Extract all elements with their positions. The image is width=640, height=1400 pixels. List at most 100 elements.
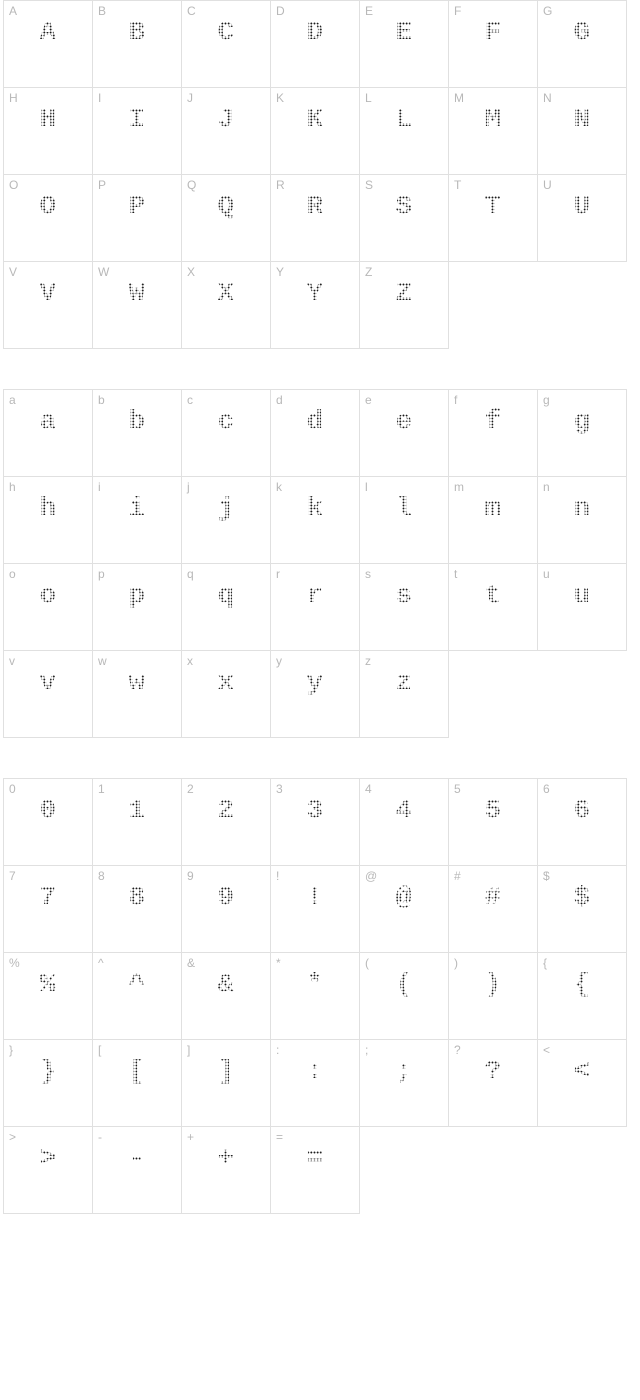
glyph-cell[interactable]: MM [449, 88, 538, 175]
glyph-cell[interactable]: AA [4, 1, 93, 88]
glyph-cell[interactable]: && [182, 953, 271, 1040]
glyph-cell[interactable]: nn [538, 477, 627, 564]
glyph-cell[interactable]: ee [360, 390, 449, 477]
glyph-cell[interactable]: ^^ [93, 953, 182, 1040]
glyph-cell[interactable]: LL [360, 88, 449, 175]
glyph-cell[interactable]: tt [449, 564, 538, 651]
glyph-cell[interactable]: 88 [93, 866, 182, 953]
cell-label: l [365, 480, 368, 494]
glyph-cell[interactable]: DD [271, 1, 360, 88]
glyph: K [307, 106, 323, 132]
glyph-cell[interactable]: rr [271, 564, 360, 651]
glyph-cell[interactable]: kk [271, 477, 360, 564]
glyph-cell[interactable]: JJ [182, 88, 271, 175]
glyph-cell[interactable]: yy [271, 651, 360, 738]
glyph-cell[interactable]: cc [182, 390, 271, 477]
glyph-cell[interactable]: vv [4, 651, 93, 738]
glyph-cell[interactable]: }} [4, 1040, 93, 1127]
glyph-cell[interactable]: NN [538, 88, 627, 175]
glyph-cell[interactable]: qq [182, 564, 271, 651]
glyph-wrap: 0 [4, 797, 92, 823]
glyph-cell[interactable]: WW [93, 262, 182, 349]
glyph-wrap: Z [360, 280, 448, 306]
glyph-cell[interactable]: UU [538, 175, 627, 262]
glyph-cell[interactable]: KK [271, 88, 360, 175]
cell-label: G [543, 4, 552, 18]
glyph-cell[interactable]: $$ [538, 866, 627, 953]
glyph: o [40, 582, 56, 608]
glyph-cell[interactable]: PP [93, 175, 182, 262]
glyph-cell[interactable]: {{ [538, 953, 627, 1040]
glyph-cell[interactable]: << [538, 1040, 627, 1127]
glyph-cell[interactable]: 55 [449, 779, 538, 866]
glyph-cell[interactable]: XX [182, 262, 271, 349]
glyph-cell[interactable]: bb [93, 390, 182, 477]
glyph-cell[interactable]: 66 [538, 779, 627, 866]
glyph-cell[interactable]: GG [538, 1, 627, 88]
glyph-cell[interactable]: ff [449, 390, 538, 477]
glyph-cell[interactable]: FF [449, 1, 538, 88]
glyph-cell[interactable]: RR [271, 175, 360, 262]
cell-label: { [543, 956, 547, 970]
glyph-cell[interactable]: TT [449, 175, 538, 262]
glyph-cell[interactable]: ll [360, 477, 449, 564]
glyph-cell[interactable]: [[ [93, 1040, 182, 1127]
glyph-cell[interactable]: 11 [93, 779, 182, 866]
glyph-cell[interactable]: HH [4, 88, 93, 175]
glyph-cell[interactable]: ++ [182, 1127, 271, 1214]
glyph-cell[interactable]: ww [93, 651, 182, 738]
glyph-cell[interactable]: YY [271, 262, 360, 349]
glyph-cell[interactable]: uu [538, 564, 627, 651]
glyph-cell[interactable]: ii [93, 477, 182, 564]
glyph-cell[interactable]: (( [360, 953, 449, 1040]
glyph-cell[interactable]: zz [360, 651, 449, 738]
cell-label: n [543, 480, 550, 494]
glyph-cell[interactable]: == [271, 1127, 360, 1214]
glyph-cell[interactable]: SS [360, 175, 449, 262]
glyph-cell[interactable]: >> [4, 1127, 93, 1214]
cell-label: m [454, 480, 464, 494]
glyph-cell[interactable]: 22 [182, 779, 271, 866]
glyph-cell[interactable]: ]] [182, 1040, 271, 1127]
cell-label: K [276, 91, 284, 105]
glyph-cell[interactable]: 99 [182, 866, 271, 953]
glyph-cell[interactable]: aa [4, 390, 93, 477]
glyph-cell[interactable]: ** [271, 953, 360, 1040]
glyph-cell[interactable]: )) [449, 953, 538, 1040]
glyph-cell[interactable]: -- [93, 1127, 182, 1214]
glyph-cell[interactable]: :: [271, 1040, 360, 1127]
glyph-cell[interactable]: @@ [360, 866, 449, 953]
glyph-cell[interactable]: VV [4, 262, 93, 349]
glyph: F [485, 19, 501, 45]
glyph-cell[interactable]: 44 [360, 779, 449, 866]
empty-cell [538, 1127, 627, 1214]
glyph-cell[interactable]: ;; [360, 1040, 449, 1127]
glyph: Y [307, 280, 323, 306]
glyph-cell[interactable]: EE [360, 1, 449, 88]
glyph-wrap: Q [182, 193, 270, 219]
glyph-cell[interactable]: ss [360, 564, 449, 651]
glyph-cell[interactable]: mm [449, 477, 538, 564]
glyph-cell[interactable]: BB [93, 1, 182, 88]
glyph-cell[interactable]: 77 [4, 866, 93, 953]
glyph-cell[interactable]: CC [182, 1, 271, 88]
glyph-cell[interactable]: hh [4, 477, 93, 564]
glyph-cell[interactable]: 00 [4, 779, 93, 866]
cell-label: e [365, 393, 372, 407]
glyph-cell[interactable]: xx [182, 651, 271, 738]
glyph-cell[interactable]: jj [182, 477, 271, 564]
glyph-cell[interactable]: !! [271, 866, 360, 953]
glyph-cell[interactable]: %% [4, 953, 93, 1040]
glyph-cell[interactable]: dd [271, 390, 360, 477]
glyph-cell[interactable]: ?? [449, 1040, 538, 1127]
glyph-cell[interactable]: QQ [182, 175, 271, 262]
glyph-cell[interactable]: 33 [271, 779, 360, 866]
glyph-cell[interactable]: oo [4, 564, 93, 651]
glyph-cell[interactable]: ZZ [360, 262, 449, 349]
glyph: # [485, 884, 501, 910]
glyph-cell[interactable]: gg [538, 390, 627, 477]
glyph-cell[interactable]: ## [449, 866, 538, 953]
glyph-cell[interactable]: II [93, 88, 182, 175]
glyph-cell[interactable]: pp [93, 564, 182, 651]
glyph-cell[interactable]: OO [4, 175, 93, 262]
